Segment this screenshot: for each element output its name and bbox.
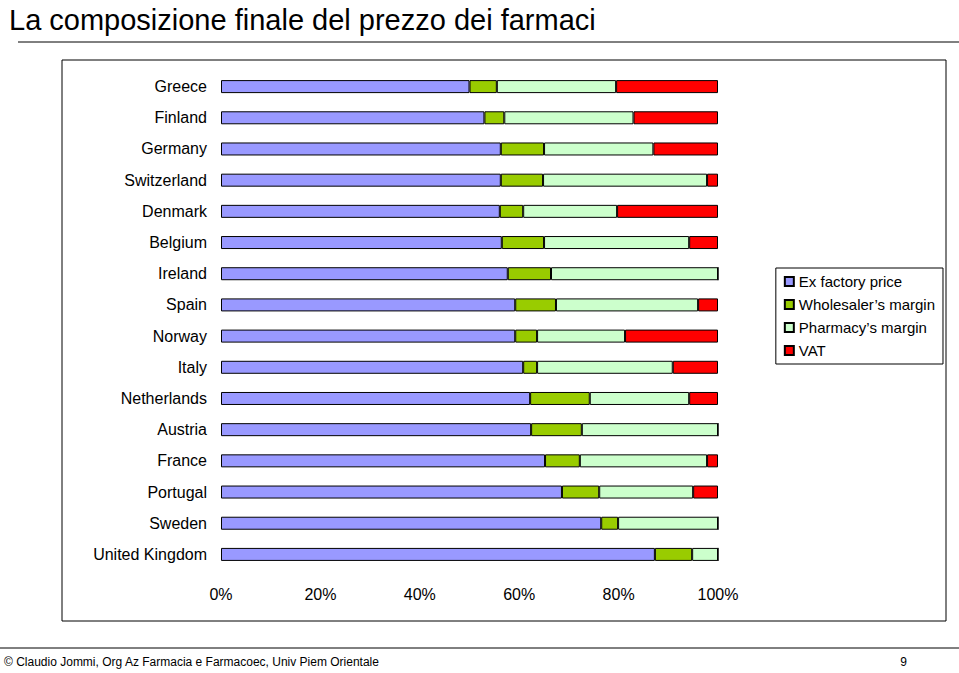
svg-text:France: France (157, 452, 207, 469)
svg-text:Germany: Germany (141, 140, 207, 157)
svg-text:100%: 100% (698, 586, 739, 603)
svg-text:80%: 80% (603, 586, 635, 603)
svg-text:Wholesaler’s margin: Wholesaler’s margin (799, 296, 935, 313)
svg-text:VAT: VAT (799, 342, 826, 359)
svg-text:40%: 40% (404, 586, 436, 603)
svg-text:Netherlands: Netherlands (121, 390, 207, 407)
svg-text:Austria: Austria (157, 421, 207, 438)
svg-text:9: 9 (900, 655, 907, 669)
svg-text:Italy: Italy (178, 359, 207, 376)
svg-text:United Kingdom: United Kingdom (93, 546, 207, 563)
svg-text:20%: 20% (304, 586, 336, 603)
svg-text:Sweden: Sweden (149, 515, 207, 532)
svg-text:Pharmacy’s margin: Pharmacy’s margin (799, 319, 927, 336)
svg-text:Ex factory price: Ex factory price (799, 273, 902, 290)
svg-text:Greece: Greece (155, 78, 208, 95)
svg-text:Finland: Finland (155, 109, 207, 126)
svg-text:Switzerland: Switzerland (124, 172, 207, 189)
svg-text:Ireland: Ireland (158, 265, 207, 282)
svg-text:Denmark: Denmark (142, 203, 208, 220)
svg-text:Norway: Norway (153, 328, 207, 345)
svg-text:La composizione finale del pre: La composizione finale del prezzo dei fa… (9, 4, 596, 36)
svg-text:0%: 0% (209, 586, 232, 603)
svg-text:Spain: Spain (166, 296, 207, 313)
svg-text:Belgium: Belgium (149, 234, 207, 251)
svg-text:© Claudio Jommi, Org Az Farmac: © Claudio Jommi, Org Az Farmacia e Farma… (4, 655, 379, 669)
svg-text:Portugal: Portugal (147, 484, 207, 501)
svg-text:60%: 60% (503, 586, 535, 603)
